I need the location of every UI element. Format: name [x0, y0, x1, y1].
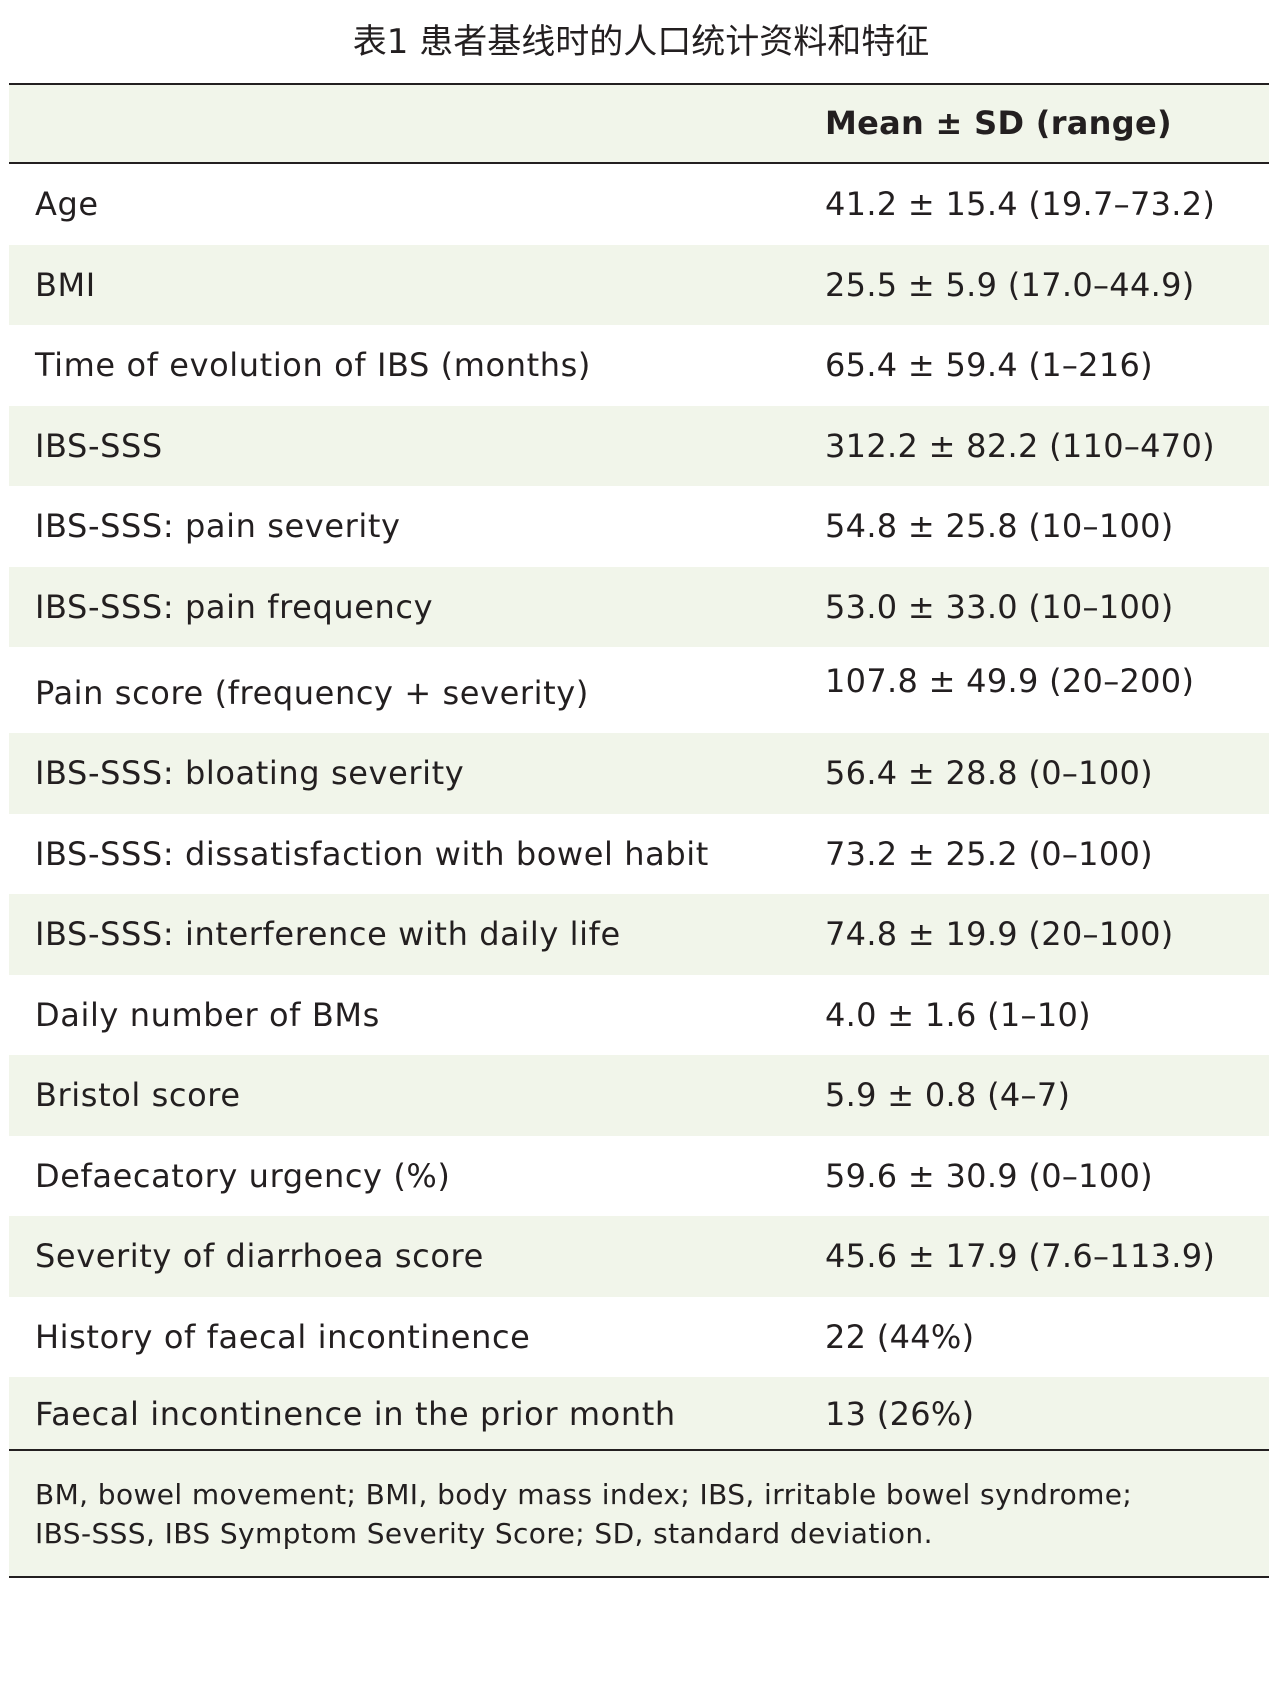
table-row: IBS-SSS: interference with daily life 74… [9, 894, 1269, 975]
row-label: Daily number of BMs [35, 995, 380, 1034]
row-value: 53.0 ± 33.0 (10–100) [825, 587, 1174, 626]
row-value: 13 (26%) [825, 1395, 975, 1433]
row-value: 4.0 ± 1.6 (1–10) [825, 995, 1091, 1034]
row-label: History of faecal incontinence [35, 1317, 531, 1356]
row-value: 25.5 ± 5.9 (17.0–44.9) [825, 265, 1195, 304]
row-value: 56.4 ± 28.8 (0–100) [825, 754, 1153, 792]
row-label: IBS-SSS: pain frequency [35, 587, 434, 626]
row-value: 22 (44%) [825, 1317, 975, 1356]
table-header-rule [9, 162, 1269, 164]
row-label: IBS-SSS: interference with daily life [35, 915, 621, 953]
row-value: 312.2 ± 82.2 (110–470) [825, 426, 1215, 465]
table-row: IBS-SSS: dissatisfaction with bowel habi… [9, 814, 1269, 895]
row-value: 54.8 ± 25.8 (10–100) [825, 507, 1174, 545]
table-title: 表1 患者基线时的人口统计资料和特征 [352, 22, 930, 62]
row-label: IBS-SSS: dissatisfaction with bowel habi… [35, 834, 709, 873]
row-label: Faecal incontinence in the prior month [35, 1395, 676, 1433]
row-label: IBS-SSS [35, 426, 163, 465]
row-label: IBS-SSS: pain severity [35, 507, 401, 545]
table-row: History of faecal incontinence 22 (44%) [9, 1297, 1269, 1378]
row-label: BMI [35, 265, 96, 304]
footnote-line: IBS-SSS, IBS Symptom Severity Score; SD,… [35, 1517, 933, 1550]
table-row: Bristol score 5.9 ± 0.8 (4–7) [9, 1055, 1269, 1136]
row-value: 59.6 ± 30.9 (0–100) [825, 1156, 1153, 1195]
table-row: Faecal incontinence in the prior month 1… [9, 1377, 1269, 1449]
table-row: IBS-SSS 312.2 ± 82.2 (110–470) [9, 405, 1269, 486]
row-label: Pain score (frequency + severity) [35, 674, 589, 712]
row-value: 74.8 ± 19.9 (20–100) [825, 915, 1174, 953]
footnote-text: BM, bowel movement; BMI, body mass index… [35, 1475, 1235, 1553]
row-value: 107.8 ± 49.9 (20–200) [825, 662, 1195, 700]
footnote-line: BM, bowel movement; BMI, body mass index… [35, 1478, 1133, 1511]
table-top-rule [9, 83, 1269, 85]
row-value: 41.2 ± 15.4 (19.7–73.2) [825, 185, 1216, 223]
row-value: 65.4 ± 59.4 (1–216) [825, 346, 1153, 384]
table-row: IBS-SSS: bloating severity 56.4 ± 28.8 (… [9, 733, 1269, 814]
row-label: Severity of diarrhoea score [35, 1237, 484, 1275]
table-row: Severity of diarrhoea score 45.6 ± 17.9 … [9, 1216, 1269, 1297]
demographics-table: Mean ± SD (range) Age 41.2 ± 15.4 (19.7–… [9, 83, 1269, 1578]
row-label: Defaecatory urgency (%) [35, 1156, 451, 1195]
table-row: Defaecatory urgency (%) 59.6 ± 30.9 (0–1… [9, 1136, 1269, 1217]
row-label: Bristol score [35, 1076, 241, 1114]
value-column-header: Mean ± SD (range) [825, 104, 1172, 142]
table-row: BMI 25.5 ± 5.9 (17.0–44.9) [9, 244, 1269, 325]
table-header-row: Mean ± SD (range) [9, 85, 1269, 162]
row-label: Age [35, 185, 99, 223]
table-row: Time of evolution of IBS (months) 65.4 ±… [9, 325, 1269, 406]
table-row: Age 41.2 ± 15.4 (19.7–73.2) [9, 164, 1269, 245]
table-row: Daily number of BMs 4.0 ± 1.6 (1–10) [9, 975, 1269, 1056]
row-value: 45.6 ± 17.9 (7.6–113.9) [825, 1237, 1216, 1275]
table-row: IBS-SSS: pain frequency 53.0 ± 33.0 (10–… [9, 566, 1269, 647]
row-value: 73.2 ± 25.2 (0–100) [825, 834, 1153, 873]
table-footnote: BM, bowel movement; BMI, body mass index… [9, 1449, 1269, 1578]
row-label: Time of evolution of IBS (months) [35, 346, 591, 384]
row-label: IBS-SSS: bloating severity [35, 754, 465, 792]
table-row: IBS-SSS: pain severity 54.8 ± 25.8 (10–1… [9, 486, 1269, 567]
table-row: Pain score (frequency + severity) 107.8 … [9, 647, 1269, 733]
row-value: 5.9 ± 0.8 (4–7) [825, 1076, 1071, 1114]
